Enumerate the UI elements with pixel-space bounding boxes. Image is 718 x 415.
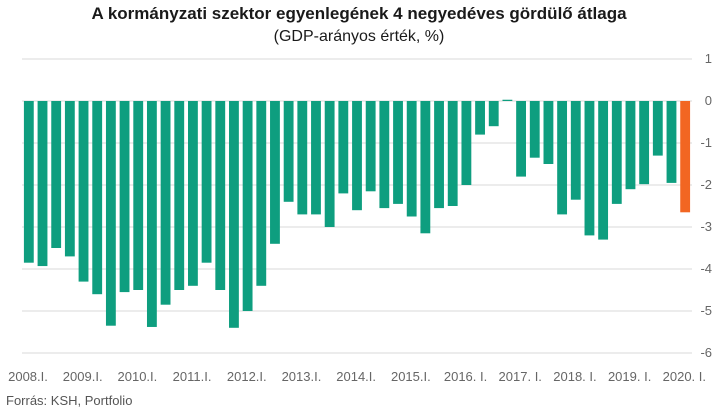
- bar: [598, 101, 609, 240]
- bar: [652, 101, 663, 156]
- y-tick-label: -5: [700, 303, 712, 318]
- bar: [666, 101, 677, 183]
- bar: [201, 101, 212, 263]
- bar: [611, 101, 622, 204]
- x-tick-label: 2018. I.: [553, 369, 596, 384]
- bar: [119, 101, 130, 293]
- bar: [488, 101, 499, 127]
- bar: [64, 101, 75, 257]
- x-tick-label: 2016. I.: [444, 369, 487, 384]
- bar: [51, 101, 62, 248]
- bar: [256, 101, 267, 286]
- y-tick-label: -1: [700, 135, 712, 150]
- bar: [188, 101, 198, 286]
- bar: [406, 101, 417, 217]
- bar: [393, 101, 403, 204]
- bar: [311, 101, 321, 215]
- bar: [680, 101, 691, 213]
- x-tick-label: 2012.I.: [227, 369, 267, 384]
- bar: [338, 101, 349, 194]
- bar: [133, 101, 144, 290]
- bar: [625, 101, 636, 190]
- bar: [242, 101, 253, 311]
- bar: [570, 101, 581, 200]
- x-tick-label: 2020. I.: [663, 369, 706, 384]
- bar: [146, 101, 157, 327]
- bar: [229, 101, 239, 328]
- chart-title: A kormányzati szektor egyenlegének 4 neg…: [91, 4, 627, 23]
- bar: [420, 101, 431, 234]
- bar: [434, 101, 444, 209]
- bar: [352, 101, 362, 211]
- bar: [78, 101, 89, 282]
- bar-series: [23, 99, 691, 328]
- bar: [461, 101, 472, 185]
- x-tick-label: 2017. I.: [499, 369, 542, 384]
- bar: [584, 101, 595, 236]
- y-tick-label: -2: [700, 177, 712, 192]
- bar: [174, 101, 185, 290]
- bar: [324, 101, 335, 227]
- bar-chart: 1 0 -1 -2 -3 -4 -5 -6 2008.I. 2009.I. 2010.I. 2011…: [8, 51, 712, 384]
- bar: [37, 101, 48, 267]
- y-axis: 1 0 -1 -2 -3 -4 -5 -6: [700, 51, 712, 360]
- y-tick-label: -3: [700, 219, 712, 234]
- chart-subtitle: (GDP-arányos érték, %): [273, 28, 445, 45]
- bar: [23, 101, 34, 263]
- x-tick-label: 2019. I.: [608, 369, 651, 384]
- bar: [543, 101, 554, 164]
- x-tick-label: 2009.I.: [63, 369, 103, 384]
- bar: [516, 101, 526, 177]
- x-tick-label: 2008.I.: [8, 369, 48, 384]
- bar: [215, 101, 226, 290]
- bar: [475, 101, 485, 135]
- bar: [160, 101, 171, 305]
- y-tick-label: -4: [700, 261, 712, 276]
- y-tick-label: 1: [705, 51, 712, 66]
- y-tick-label: 0: [705, 93, 712, 108]
- source-note: Forrás: KSH, Portfolio: [6, 393, 133, 408]
- bar: [365, 101, 376, 192]
- x-tick-label: 2015.I.: [391, 369, 431, 384]
- bar: [557, 101, 568, 215]
- bar: [639, 101, 650, 185]
- x-tick-label: 2013.I.: [282, 369, 322, 384]
- bar: [502, 99, 513, 101]
- bar: [105, 101, 116, 326]
- bar: [283, 101, 294, 202]
- x-tick-label: 2010.I.: [118, 369, 158, 384]
- bar: [270, 101, 280, 244]
- y-tick-label: -6: [700, 345, 712, 360]
- bar: [447, 101, 458, 206]
- bar: [92, 101, 103, 295]
- bar: [529, 101, 540, 158]
- x-tick-label: 2014.I.: [336, 369, 376, 384]
- x-axis: 2008.I. 2009.I. 2010.I. 2011.I. 2012.I. 2013.…: [8, 369, 706, 384]
- bar: [379, 101, 390, 209]
- x-tick-label: 2011.I.: [173, 369, 212, 384]
- bar: [297, 101, 308, 215]
